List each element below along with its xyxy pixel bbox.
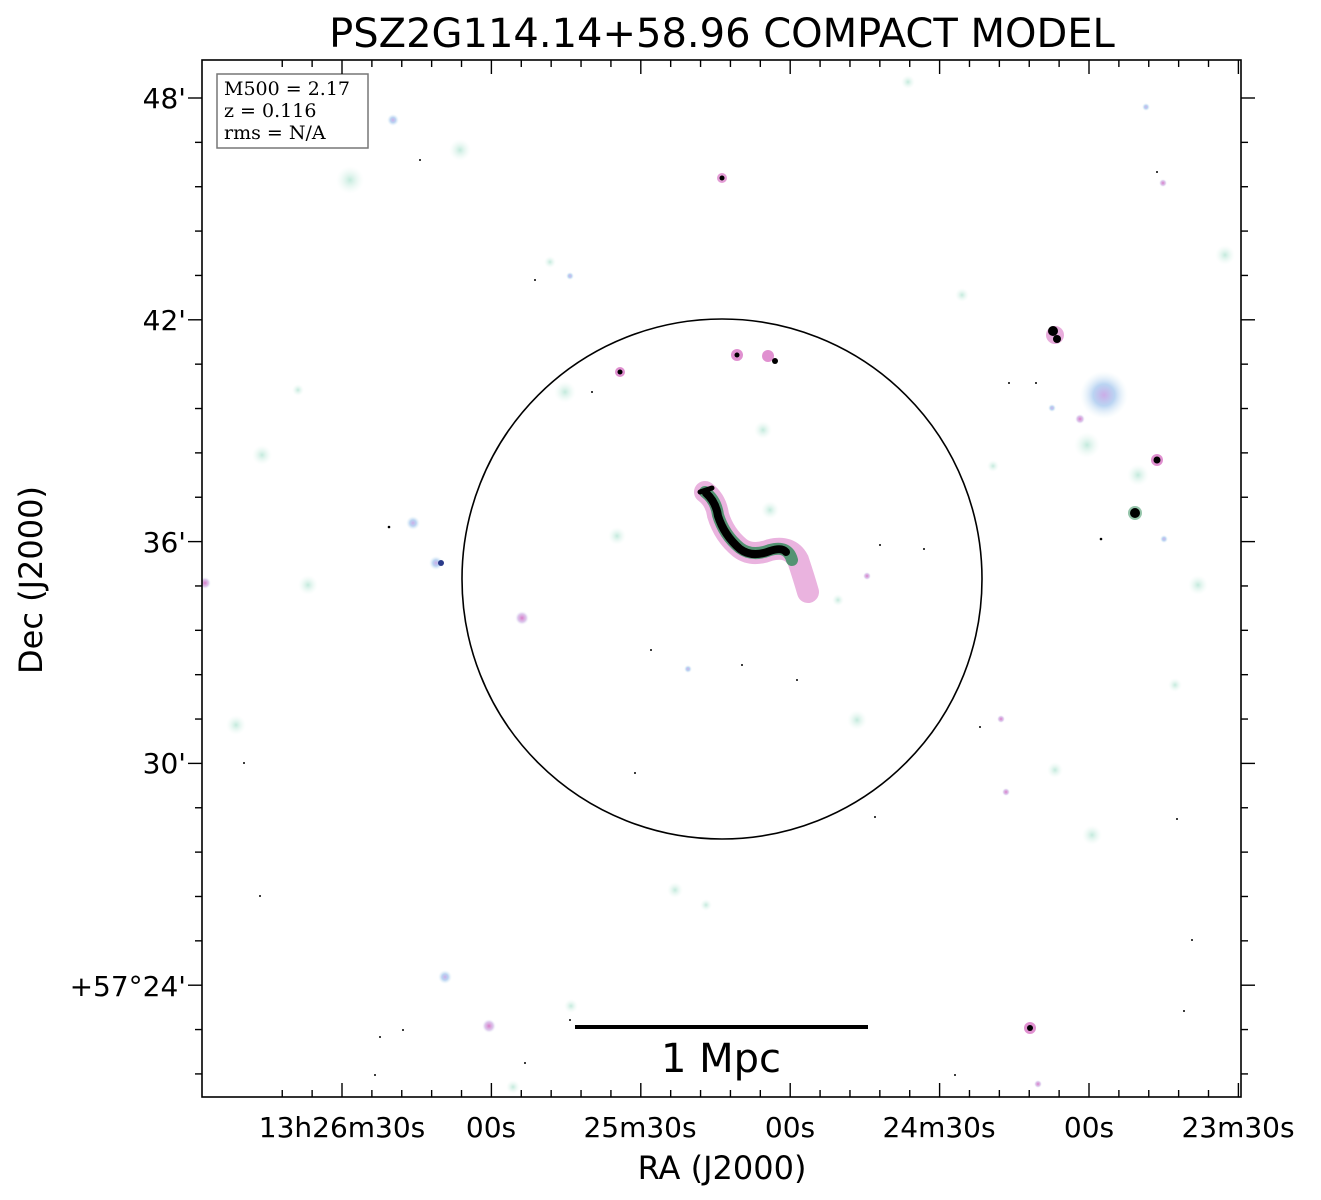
info-m500: M500 = 2.17 xyxy=(224,78,350,100)
bright-point-sources xyxy=(438,173,1163,1034)
faint-source xyxy=(298,575,318,595)
ra-tick-label: 24m30s xyxy=(882,1111,995,1144)
info-rms: rms = N/A xyxy=(224,122,326,144)
faint-source xyxy=(544,256,556,268)
faint-source xyxy=(1082,825,1102,845)
faint-source xyxy=(1168,678,1182,692)
faint-source xyxy=(847,710,867,730)
faint-source xyxy=(438,970,452,984)
compact-source xyxy=(1160,535,1168,543)
faint-source xyxy=(901,75,915,89)
compact-source xyxy=(482,1019,496,1033)
plot-frame xyxy=(201,59,1242,1098)
faint-source xyxy=(832,594,844,606)
faint-source xyxy=(252,445,272,465)
compact-source xyxy=(684,665,692,673)
faint-source xyxy=(449,139,471,161)
ra-tick-label: 00s xyxy=(1064,1111,1114,1144)
ra-tick-label: 00s xyxy=(466,1111,516,1144)
dec-tick-label: +57°24' xyxy=(70,970,186,1003)
faint-source xyxy=(955,288,969,302)
compact-source xyxy=(387,114,399,126)
ra-tick-labels: 13h26m30s 00s 25m30s 00s 24m30s 00s 23m3… xyxy=(259,1111,1295,1144)
dec-tick-label: 36' xyxy=(143,526,186,559)
compact-source xyxy=(406,516,420,530)
info-box: M500 = 2.17 z = 0.116 rms = N/A xyxy=(216,73,369,149)
faint-source xyxy=(292,384,304,396)
image-panel: 1 Mpc xyxy=(202,60,1241,1097)
faint-source xyxy=(761,501,779,519)
ra-tick-label: 25m30s xyxy=(583,1111,696,1144)
dec-tick-labels: 48' 42' 36' 30' +57°24' xyxy=(70,82,186,1003)
scalebar-label: 1 Mpc xyxy=(661,1036,781,1082)
y-axis-label: Dec (J2000) xyxy=(12,486,50,674)
ra-tick-label: 00s xyxy=(765,1111,815,1144)
faint-source xyxy=(506,1080,520,1094)
compact-source xyxy=(863,572,871,580)
faint-source xyxy=(336,166,364,194)
ra-tick-label: 23m30s xyxy=(1181,1111,1294,1144)
central-extended-source xyxy=(694,481,819,603)
compact-source xyxy=(1159,179,1167,187)
compact-source xyxy=(566,272,574,280)
compact-source xyxy=(1075,414,1085,424)
dec-tick-label: 30' xyxy=(143,747,186,780)
faint-source xyxy=(608,527,626,545)
faint-source xyxy=(667,882,683,898)
faint-source xyxy=(1127,464,1149,486)
ra-tick-label: 13h26m30s xyxy=(259,1111,426,1144)
x-axis-label: RA (J2000) xyxy=(638,1149,807,1187)
faint-source xyxy=(1188,575,1208,595)
dec-tick-label: 42' xyxy=(143,304,186,337)
compact-source xyxy=(202,577,211,589)
dec-tick-label: 48' xyxy=(143,82,186,115)
r500-circle xyxy=(461,318,983,840)
faint-source xyxy=(1074,432,1100,458)
compact-source xyxy=(1034,1080,1042,1088)
faint-source xyxy=(987,460,999,472)
compact-source xyxy=(515,611,529,625)
noise-speckles xyxy=(243,159,1193,1076)
axis-ticks xyxy=(188,60,1255,1097)
faint-source xyxy=(700,899,712,911)
faint-source xyxy=(754,421,772,439)
compact-source xyxy=(1142,103,1150,111)
compact-source xyxy=(429,556,443,570)
figure-title: PSZ2G114.14+58.96 COMPACT MODEL xyxy=(329,11,1115,57)
faint-source xyxy=(554,381,576,403)
compact-source xyxy=(997,715,1005,723)
faint-source xyxy=(564,999,578,1013)
info-redshift: z = 0.116 xyxy=(224,100,316,122)
faint-source xyxy=(1047,762,1063,778)
faint-source xyxy=(226,715,246,735)
compact-source xyxy=(1002,788,1010,796)
faint-source xyxy=(1215,245,1235,265)
compact-source xyxy=(1048,404,1056,412)
bright-compact-source xyxy=(1080,371,1128,419)
